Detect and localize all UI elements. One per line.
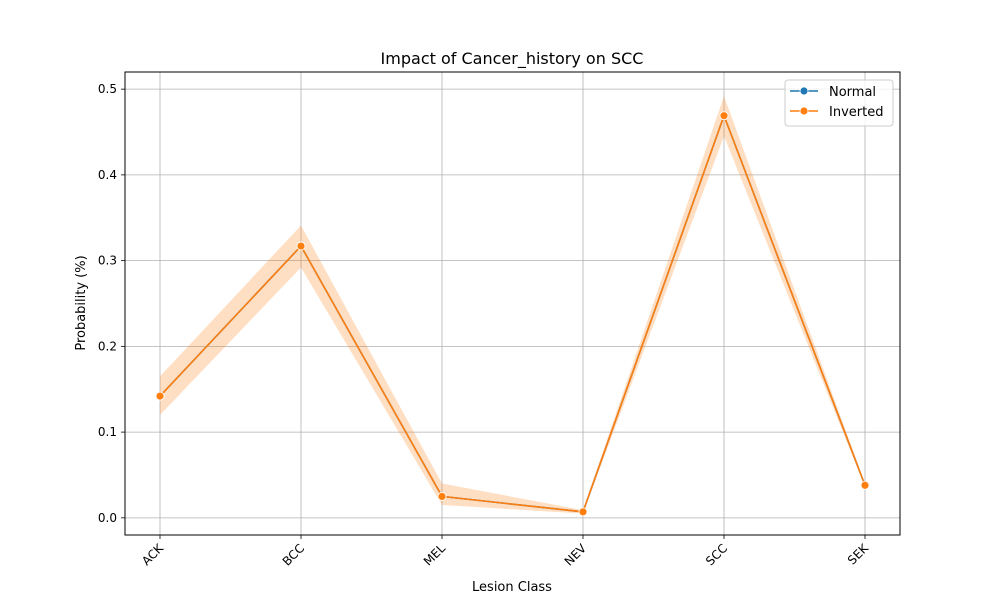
chart-title: Impact of Cancer_history on SCC — [381, 49, 644, 69]
legend-label-inverted: Inverted — [829, 105, 883, 120]
data-point-inverted — [860, 480, 870, 490]
data-point-inverted — [296, 241, 306, 251]
y-tick-label: 0.2 — [98, 339, 117, 353]
confidence-bands — [160, 96, 865, 514]
x-axis-label: Lesion Class — [472, 580, 552, 595]
grid — [125, 72, 900, 535]
data-point-inverted — [437, 492, 447, 501]
y-tick-label: 0.3 — [98, 254, 117, 268]
plot-frame — [124, 71, 901, 536]
series-lines — [159, 113, 866, 513]
y-tick-label: 0.4 — [98, 168, 117, 182]
series-markers — [155, 111, 870, 517]
data-point-inverted — [719, 111, 729, 121]
y-tick-label: 0.1 — [98, 425, 117, 439]
data-point-inverted — [578, 507, 588, 517]
y-tick-label: 0.5 — [98, 82, 117, 96]
y-axis-label: Probability (%) — [74, 255, 89, 350]
data-point-inverted — [155, 391, 165, 401]
y-tick-label: 0.0 — [98, 511, 117, 525]
legend: Normal Inverted — [784, 79, 894, 127]
legend-label-normal: Normal — [829, 85, 876, 100]
confidence-band-inverted — [160, 96, 865, 514]
series-line-inverted — [159, 113, 866, 513]
legend-marker-inverted — [799, 106, 809, 116]
legend-marker-normal — [799, 86, 809, 96]
